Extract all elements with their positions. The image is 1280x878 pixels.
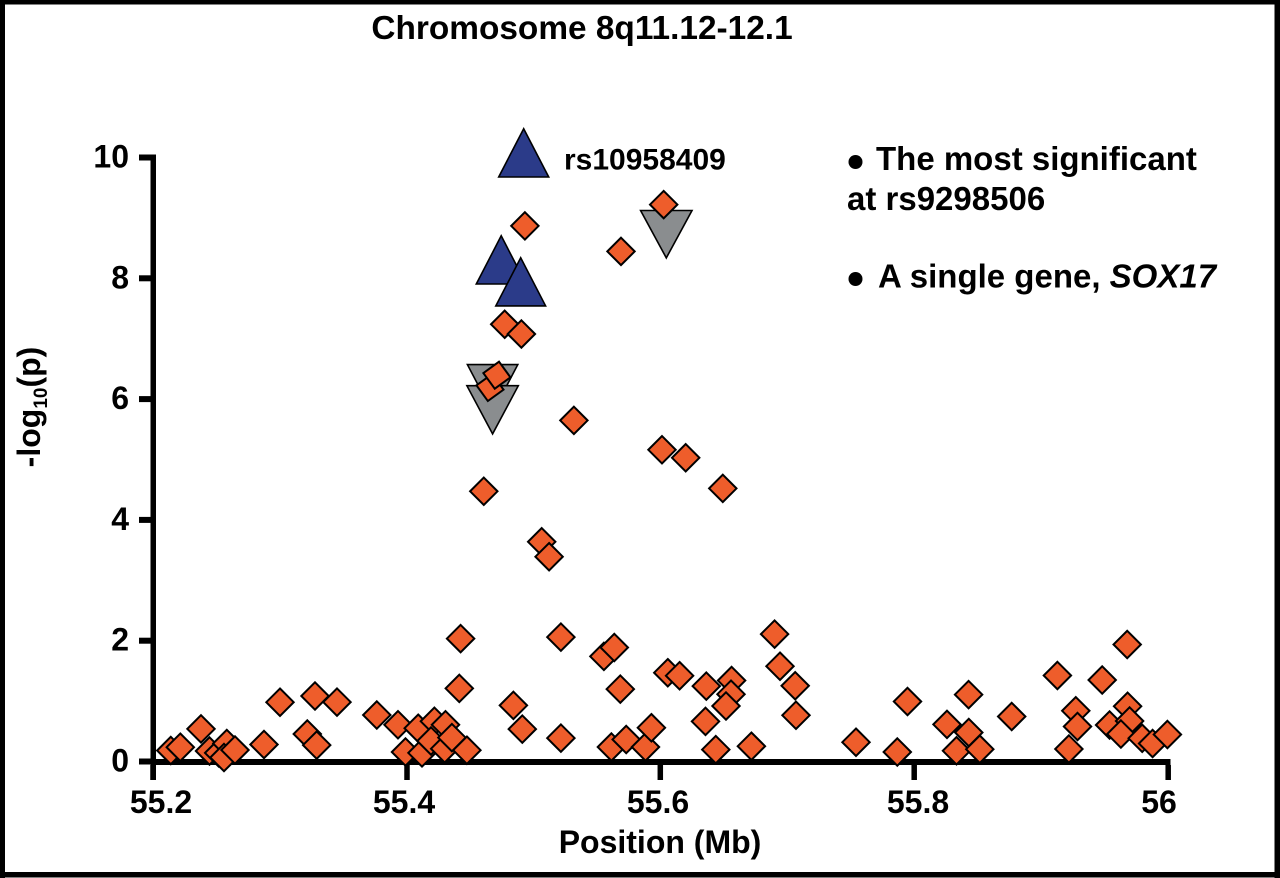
svg-text:56: 56 [1141,784,1177,820]
svg-text:8: 8 [111,259,129,295]
svg-text:0: 0 [111,743,129,779]
svg-text:at rs9298506: at rs9298506 [847,180,1045,217]
svg-text:rs10958409: rs10958409 [564,144,726,177]
svg-text:-log10(p): -log10(p) [11,347,52,468]
svg-text:A single gene, SOX17: A single gene, SOX17 [878,258,1218,295]
svg-text:2: 2 [111,622,129,658]
svg-text:55.4: 55.4 [373,784,435,820]
svg-text:55.8: 55.8 [887,784,949,820]
svg-text:55.6: 55.6 [627,784,689,820]
svg-text:Position (Mb): Position (Mb) [559,824,762,860]
svg-text:55.2: 55.2 [130,784,192,820]
svg-text:10: 10 [93,139,129,175]
svg-text:4: 4 [111,501,129,537]
svg-text:6: 6 [111,380,129,416]
svg-text:Chromosome 8q11.12-12.1: Chromosome 8q11.12-12.1 [371,10,792,47]
svg-text:The most significant: The most significant [876,140,1197,177]
